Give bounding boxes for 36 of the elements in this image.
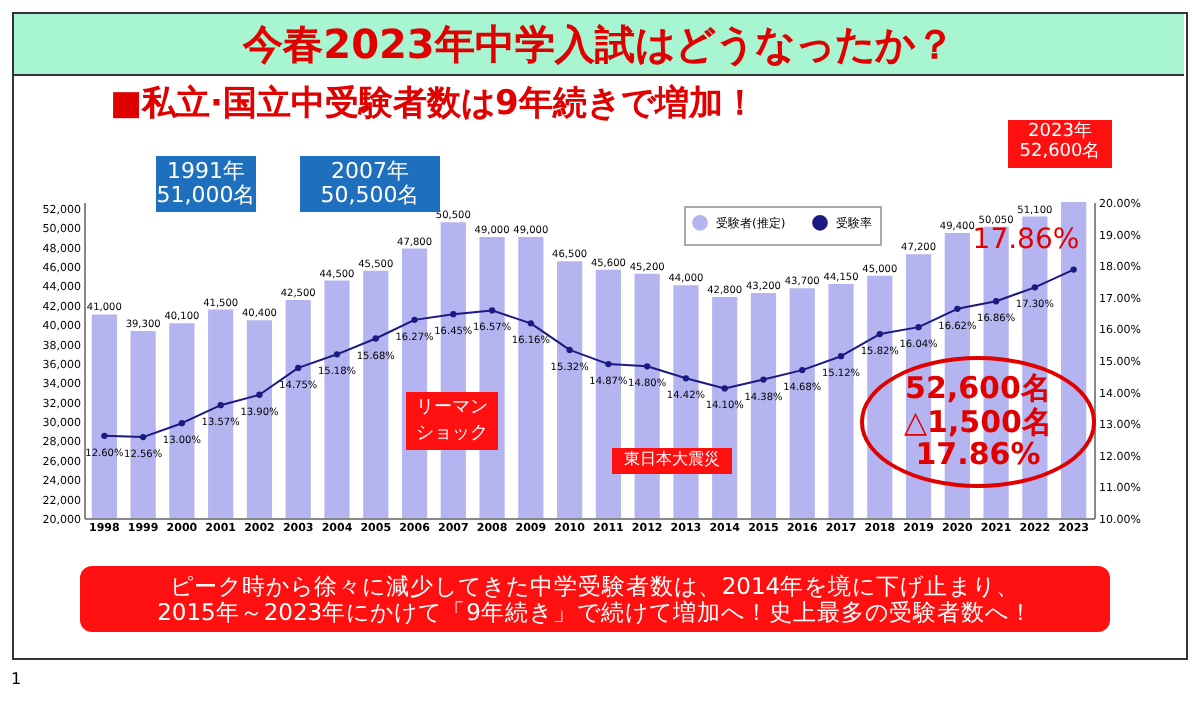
point [799, 366, 806, 374]
point [256, 391, 263, 398]
point [1070, 266, 1077, 273]
point [876, 330, 883, 338]
annotation: 1991年 51,000名 [156, 156, 256, 213]
point [682, 375, 690, 382]
point [566, 346, 573, 354]
chart-title: 今春2023年中学入試はどうなったか？ [14, 14, 1184, 76]
point [837, 353, 845, 360]
point [101, 432, 108, 439]
point [411, 316, 418, 324]
point [372, 335, 379, 342]
point [644, 363, 651, 370]
point [333, 351, 341, 358]
annotation: 東日本大震災 [612, 448, 732, 474]
point [760, 376, 767, 383]
point [178, 420, 186, 427]
point [217, 402, 224, 409]
point [450, 311, 457, 318]
point [295, 364, 302, 372]
annotation: 2007年 50,500名 [300, 156, 440, 213]
point [915, 323, 922, 331]
text: 2023年 52,600名 [1008, 120, 1112, 168]
point [721, 385, 728, 392]
point [1031, 284, 1039, 291]
text: ピーク時から徐々に減少してきた中学受験者数は、2014年を境に下げ止まり、 2015年～2023年にかけて「9年続き」で続けて増加へ！史上最多の受験者数へ！ [80, 566, 1110, 633]
point [488, 307, 496, 314]
point [992, 298, 1000, 305]
chart-subtitle: ■私立·国立中受験者数は9年続きで増加！ [110, 82, 757, 126]
point [139, 433, 147, 441]
point [527, 320, 534, 327]
text: 1 [8, 670, 24, 690]
annotation: リーマンショック [406, 392, 498, 451]
point [605, 360, 612, 368]
point [954, 305, 961, 312]
annotation: 52,600名 △1,500名 17.86% [860, 356, 1096, 487]
